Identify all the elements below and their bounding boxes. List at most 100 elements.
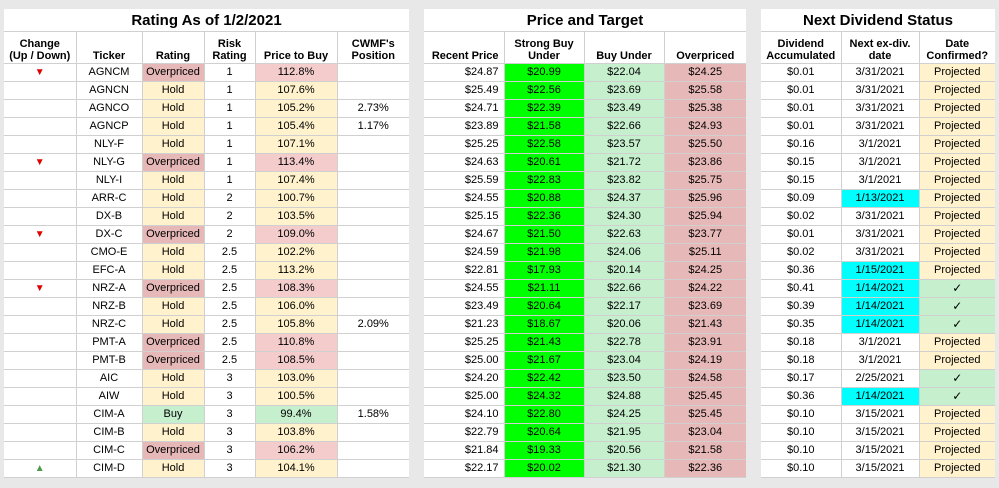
recent-price-cell: $24.10 [424,405,505,424]
exdiv-date-cell: 3/31/2021 [841,99,920,118]
overpriced-cell: $25.94 [664,207,746,226]
table-row: $0.02 3/31/2021 Projected [761,243,995,262]
change-cell [4,207,77,226]
ticker-cell: PMT-B [76,351,143,370]
change-cell: ▲ [4,459,77,478]
dividend-panel: Next Dividend Status Dividend Accumulate… [761,9,995,478]
risk-rating-cell: 3 [204,387,256,406]
exdiv-date-cell: 1/15/2021 [841,261,920,280]
table-row: ▼ NLY-G Overpriced 1 113.4% [4,153,409,172]
change-cell: ▼ [4,279,77,298]
ticker-cell: CIM-C [76,441,143,460]
cwmf-position-cell [337,207,409,226]
change-cell [4,297,77,316]
price-to-buy-cell: 113.2% [255,261,338,280]
overpriced-cell: $23.04 [664,423,746,442]
table-row: CMO-E Hold 2.5 102.2% [4,243,409,262]
dividend-accumulated-cell: $0.02 [761,243,842,262]
table-row: NLY-F Hold 1 107.1% [4,135,409,154]
dividend-accumulated-cell: $0.17 [761,369,842,388]
recent-price-cell: $24.87 [424,63,505,82]
dividend-accumulated-cell: $0.36 [761,261,842,280]
ticker-cell: EFC-A [76,261,143,280]
exdiv-date-cell: 3/15/2021 [841,441,920,460]
dividend-accumulated-cell: $0.01 [761,63,842,82]
dividend-accumulated-cell: $0.01 [761,117,842,136]
overpriced-cell: $24.19 [664,351,746,370]
exdiv-date-cell: 3/15/2021 [841,405,920,424]
dividend-accumulated-cell: $0.16 [761,135,842,154]
buy-under-cell: $23.50 [584,369,665,388]
exdiv-date-cell: 3/31/2021 [841,63,920,82]
buy-under-cell: $23.04 [584,351,665,370]
table-row: $24.71 $22.39 $23.49 $25.38 [424,99,746,118]
change-cell [4,405,77,424]
cwmf-position-cell [337,333,409,352]
rating-cell: Hold [142,315,205,334]
table-row: $0.36 1/15/2021 Projected [761,261,995,280]
ticker-cell: NLY-G [76,153,143,172]
ticker-cell: AGNCN [76,81,143,100]
rating-cell: Hold [142,99,205,118]
ticker-cell: NLY-F [76,135,143,154]
change-cell [4,189,77,208]
price-to-buy-cell: 108.3% [255,279,338,298]
rating-cell: Hold [142,81,205,100]
date-confirmed-cell: Projected [919,423,995,442]
up-arrow-icon: ▲ [34,463,45,474]
rating-cell: Overpriced [142,279,205,298]
price-to-buy-cell: 109.0% [255,225,338,244]
table-row: $0.01 3/31/2021 Projected [761,99,995,118]
ticker-cell: AGNCP [76,117,143,136]
rating-cell: Overpriced [142,63,205,82]
down-arrow-icon: ▼ [34,283,45,294]
date-confirmed-cell: Projected [919,117,995,136]
overpriced-cell: $21.43 [664,315,746,334]
table-row: CIM-C Overpriced 3 106.2% [4,441,409,460]
table-row: ▼ DX-C Overpriced 2 109.0% [4,225,409,244]
date-confirmed-cell: Projected [919,153,995,172]
table-row: AGNCP Hold 1 105.4% 1.17% [4,117,409,136]
dividend-accumulated-cell: $0.41 [761,279,842,298]
overpriced-cell: $25.50 [664,135,746,154]
rating-cell: Hold [142,261,205,280]
recent-price-cell: $21.84 [424,441,505,460]
rating-cell: Hold [142,297,205,316]
dividend-accumulated-cell: $0.01 [761,81,842,100]
table-row: $22.79 $20.64 $21.95 $23.04 [424,423,746,442]
dividend-accumulated-cell: $0.10 [761,459,842,478]
date-confirmed-cell: Projected [919,351,995,370]
ticker-cell: DX-C [76,225,143,244]
price-panel-title: Price and Target [424,9,746,32]
table-row: NRZ-C Hold 2.5 105.8% 2.09% [4,315,409,334]
cwmf-position-cell [337,171,409,190]
header-risk-rating: Risk Rating [204,32,256,64]
table-row: $23.49 $20.64 $22.17 $23.69 [424,297,746,316]
price-to-buy-cell: 105.4% [255,117,338,136]
table-row: $0.10 3/15/2021 Projected [761,423,995,442]
change-cell [4,81,77,100]
price-to-buy-cell: 100.5% [255,387,338,406]
risk-rating-cell: 2.5 [204,315,256,334]
risk-rating-cell: 3 [204,369,256,388]
recent-price-cell: $24.55 [424,279,505,298]
strong-buy-under-cell: $20.61 [504,153,585,172]
overpriced-cell: $25.45 [664,387,746,406]
ticker-cell: AIW [76,387,143,406]
cwmf-position-cell [337,459,409,478]
table-row: $0.15 3/1/2021 Projected [761,153,995,172]
price-to-buy-cell: 105.2% [255,99,338,118]
table-row: $0.01 3/31/2021 Projected [761,117,995,136]
exdiv-date-cell: 2/25/2021 [841,369,920,388]
exdiv-date-cell: 3/31/2021 [841,81,920,100]
table-row: $0.10 3/15/2021 Projected [761,441,995,460]
strong-buy-under-cell: $21.50 [504,225,585,244]
check-icon: ✓ [919,387,995,406]
table-row: AGNCN Hold 1 107.6% [4,81,409,100]
strong-buy-under-cell: $20.02 [504,459,585,478]
price-to-buy-cell: 103.0% [255,369,338,388]
exdiv-date-cell: 1/14/2021 [841,387,920,406]
table-row: PMT-B Overpriced 2.5 108.5% [4,351,409,370]
ticker-cell: NRZ-A [76,279,143,298]
table-row: $0.16 3/1/2021 Projected [761,135,995,154]
